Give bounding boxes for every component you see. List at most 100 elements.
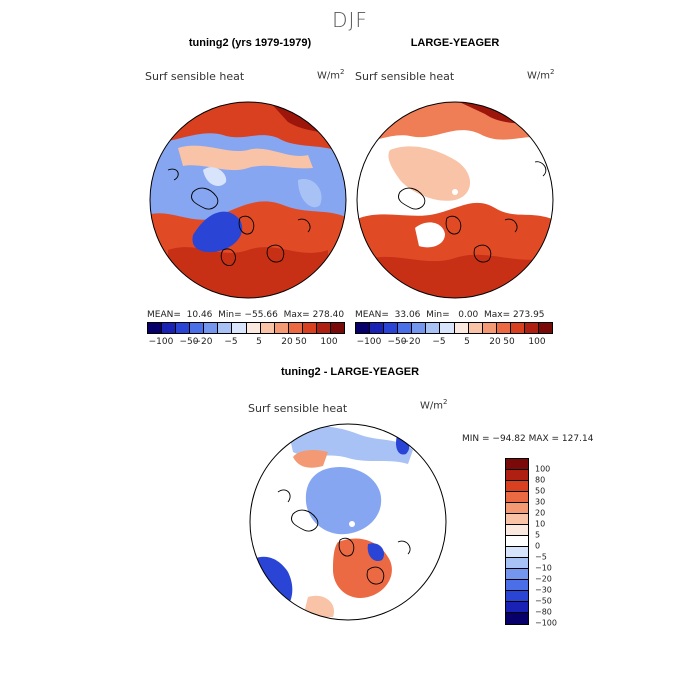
colorbar-swatch (506, 602, 528, 613)
season-title: DJF (332, 8, 368, 32)
colorbar-tick-label: 50 (295, 337, 307, 347)
colorbar-swatch (506, 580, 528, 591)
panel1-stats: MEAN= 10.46 Min= −55.66 Max= 278.40 (147, 310, 345, 320)
colorbar-tick-label: 100 (320, 337, 338, 347)
panel3-arctic-basin (305, 466, 382, 535)
colorbar-swatch (190, 323, 205, 333)
colorbar-tick-label: 50 (535, 486, 546, 496)
colorbar-swatch (426, 323, 441, 333)
panel3-colorbar-labels: 100 80 50 30 20 10 5 0 −5 −10 −20 −30 −50 −80 −100 (535, 458, 575, 628)
colorbar-tick-label: −50 (179, 337, 199, 347)
colorbar-tick-label: 100 (535, 464, 551, 474)
colorbar-swatch (176, 323, 191, 333)
colorbar-tick-label: 5 (535, 530, 541, 540)
panel3-colorbar (505, 458, 529, 625)
colorbar-tick-label: −50 (535, 596, 552, 606)
colorbar-tick-label: −20 (401, 337, 421, 347)
colorbar-swatch (356, 323, 371, 333)
panel3-cool-pocket (367, 543, 385, 562)
colorbar-swatch (370, 323, 385, 333)
panel2-map-boundary (356, 101, 554, 299)
panel2-pole-marker (452, 189, 458, 195)
colorbar-swatch (506, 503, 528, 514)
colorbar-tick-label: 80 (535, 475, 546, 485)
colorbar-swatch (482, 323, 497, 333)
colorbar-tick-label: −80 (535, 607, 552, 617)
colorbar-tick-label: 10 (535, 519, 546, 529)
panel2-title: LARGE-YEAGER (410, 37, 500, 49)
panel2-land-zero (515, 160, 553, 218)
colorbar-tick-label: 30 (535, 497, 546, 507)
panel2-variable-label: Surf sensible heat (355, 70, 455, 83)
panel1-warm-fringe (178, 145, 313, 171)
colorbar-swatch (288, 323, 303, 333)
panel3-coastlines (277, 489, 411, 585)
colorbar-swatch (506, 525, 528, 536)
colorbar-swatch (506, 591, 528, 602)
colorbar-swatch (148, 323, 163, 333)
colorbar-swatch (506, 481, 528, 492)
colorbar-swatch (440, 323, 455, 333)
panel2-coastlines (398, 161, 547, 263)
panel1-title: tuning2 (yrs 1979-1979) (188, 37, 312, 49)
colorbar-swatch (331, 323, 345, 333)
panel3-pole-marker (349, 521, 355, 527)
panel1-unit-label: W/m2 (317, 68, 345, 82)
panel1-warm-core (168, 247, 328, 298)
colorbar-swatch (274, 323, 289, 333)
panel1-light-cool-patch (298, 179, 322, 208)
colorbar-swatch (539, 323, 553, 333)
panel3-warm-north-patch (293, 449, 328, 468)
colorbar-tick-label: 20 (489, 337, 501, 347)
colorbar-swatch (384, 323, 399, 333)
panel1-pale-patch (203, 167, 227, 186)
panel3-strong-cool-north (395, 432, 410, 455)
colorbar-swatch (524, 323, 540, 333)
colorbar-tick-label: −5 (432, 337, 446, 347)
panel1-colorbar-labels: −100 −50 −20 −5 5 20 50 100 (147, 337, 343, 349)
colorbar-swatch (506, 613, 528, 624)
colorbar-swatch (316, 323, 332, 333)
colorbar-tick-label: −100 (356, 337, 382, 347)
colorbar-swatch (302, 323, 317, 333)
panel3-variable-label: Surf sensible heat (248, 402, 348, 415)
colorbar-swatch (506, 536, 528, 547)
colorbar-swatch (454, 323, 469, 333)
panel1-coastlines (167, 168, 311, 266)
colorbar-tick-label: 5 (256, 337, 262, 347)
colorbar-swatch (506, 514, 528, 525)
panel1-polar-map (149, 101, 347, 299)
panel2-stats: MEAN= 33.06 Min= 0.00 Max= 273.95 (355, 310, 545, 320)
panel1-colorbar (147, 322, 345, 334)
colorbar-tick-label: −50 (387, 337, 407, 347)
colorbar-tick-label: −10 (535, 563, 552, 573)
colorbar-swatch (412, 323, 427, 333)
panel2-polar-map (356, 101, 554, 299)
colorbar-tick-label: 20 (281, 337, 293, 347)
colorbar-tick-label: 0 (535, 541, 541, 551)
colorbar-tick-label: −100 (535, 618, 557, 628)
panel3-unit-label: W/m2 (420, 398, 448, 412)
colorbar-tick-label: −30 (535, 585, 552, 595)
panel1-map-boundary (149, 101, 347, 299)
colorbar-tick-label: −100 (148, 337, 174, 347)
panel3-polar-map (249, 423, 447, 621)
colorbar-swatch (218, 323, 233, 333)
colorbar-swatch (506, 492, 528, 503)
panel3-title: tuning2 - LARGE-YEAGER (280, 366, 420, 378)
panel2-zero-patch (415, 222, 445, 248)
colorbar-swatch (246, 323, 261, 333)
colorbar-tick-label: −5 (224, 337, 238, 347)
panel1-variable-label: Surf sensible heat (145, 70, 245, 83)
colorbar-swatch (506, 470, 528, 481)
panel3-map-boundary (249, 423, 447, 621)
panel3-light-warm-south (303, 595, 334, 617)
colorbar-tick-label: −20 (193, 337, 213, 347)
panel1-cold-anomaly (192, 211, 243, 253)
colorbar-swatch (162, 323, 177, 333)
colorbar-swatch (506, 558, 528, 569)
panel2-colorbar (355, 322, 553, 334)
colorbar-swatch (506, 459, 528, 470)
panel2-colorbar-labels: −100 −50 −20 −5 5 20 50 100 (355, 337, 551, 349)
colorbar-swatch (510, 323, 525, 333)
